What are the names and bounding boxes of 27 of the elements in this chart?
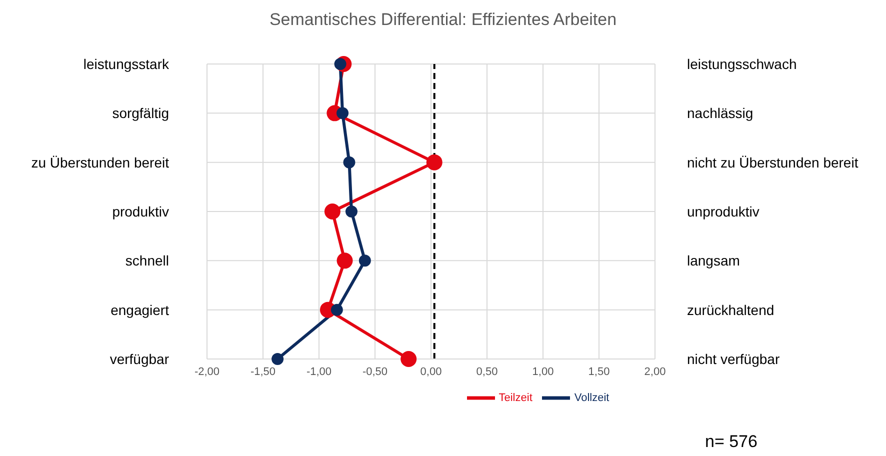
legend-label: Vollzeit bbox=[574, 392, 610, 404]
y-tick-label: engagiert bbox=[110, 302, 170, 318]
y2-tick-label: zurückhaltend bbox=[687, 302, 774, 318]
chart-title: Semantisches Differential: Effizientes Arbeiten bbox=[268, 10, 618, 30]
x-tick-label: -0,50 bbox=[362, 366, 388, 378]
y2-tick-label: nachlässig bbox=[687, 105, 754, 122]
x-tick-label: 2,00 bbox=[644, 366, 666, 378]
x-tick-label: 1,00 bbox=[532, 366, 554, 378]
y-tick-label: sorgfältig bbox=[112, 105, 169, 122]
x-tick-label: 0,50 bbox=[476, 366, 498, 378]
y-tick-label: verfügbar bbox=[110, 350, 170, 367]
text: n= 576 bbox=[705, 432, 758, 452]
y-tick-label: leistungsstark bbox=[83, 56, 170, 72]
x-tick-label: -1,00 bbox=[306, 366, 332, 378]
y2-tick-label: nicht zu Überstunden bereit bbox=[687, 154, 858, 170]
y-tick-label: zu Überstunden bereit bbox=[31, 154, 170, 170]
y2-tick-label: unproduktiv bbox=[687, 203, 760, 220]
y2-tick-label: leistungsschwach bbox=[687, 56, 797, 72]
y2-tick-label: nicht verfügbar bbox=[687, 350, 780, 367]
y-tick-label: produktiv bbox=[112, 203, 169, 220]
y-tick-label: schnell bbox=[125, 252, 169, 269]
x-tick-label: -2,00 bbox=[194, 366, 220, 378]
x-tick-label: -1,50 bbox=[250, 366, 276, 378]
legend-label: Teilzeit bbox=[498, 392, 532, 404]
y2-tick-label: langsam bbox=[687, 252, 740, 269]
x-tick-label: 0,00 bbox=[420, 366, 442, 378]
x-tick-label: 1,50 bbox=[588, 366, 610, 378]
